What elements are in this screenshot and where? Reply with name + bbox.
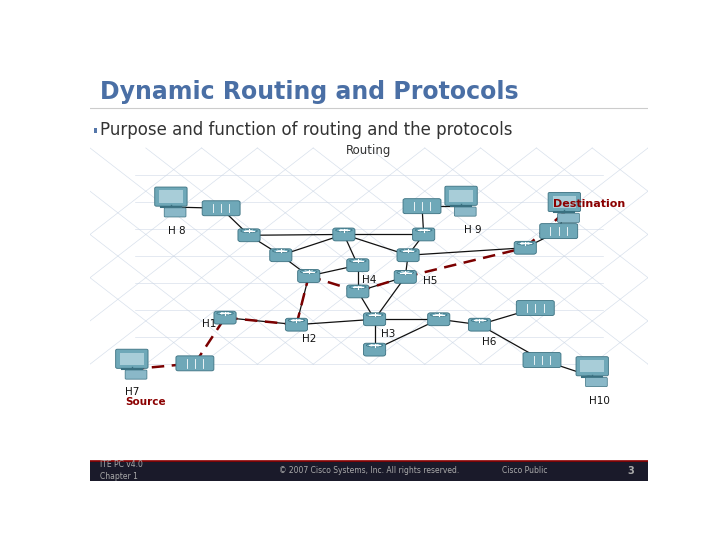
FancyBboxPatch shape [394,271,416,284]
FancyBboxPatch shape [202,201,240,216]
Text: H10: H10 [590,396,611,406]
FancyBboxPatch shape [580,360,604,373]
FancyBboxPatch shape [449,190,473,202]
FancyBboxPatch shape [445,186,477,205]
Ellipse shape [366,313,383,316]
FancyBboxPatch shape [155,187,187,206]
FancyBboxPatch shape [540,224,577,239]
FancyBboxPatch shape [120,353,143,365]
Text: Source: Source [125,396,166,407]
FancyBboxPatch shape [552,196,576,208]
Text: ITE PC v4.0
Chapter 1: ITE PC v4.0 Chapter 1 [100,460,143,481]
FancyBboxPatch shape [548,192,580,212]
FancyBboxPatch shape [125,370,147,379]
FancyBboxPatch shape [285,318,307,331]
Text: H 8: H 8 [168,226,186,236]
Text: Routing: Routing [346,144,392,157]
Ellipse shape [336,228,352,232]
FancyBboxPatch shape [90,461,648,481]
FancyBboxPatch shape [364,343,386,356]
Text: Purpose and function of routing and the protocols: Purpose and function of routing and the … [100,121,513,139]
FancyBboxPatch shape [413,228,435,241]
Ellipse shape [517,242,534,245]
Ellipse shape [366,343,383,347]
FancyBboxPatch shape [585,377,607,387]
Ellipse shape [400,249,416,253]
Text: H4: H4 [362,275,377,285]
Text: H2: H2 [302,334,316,344]
FancyBboxPatch shape [270,249,292,262]
FancyBboxPatch shape [297,269,320,282]
FancyBboxPatch shape [333,228,355,241]
FancyBboxPatch shape [514,241,536,254]
Text: 3: 3 [627,465,634,476]
Text: Dynamic Routing and Protocols: Dynamic Routing and Protocols [100,80,518,104]
Ellipse shape [415,228,432,232]
FancyBboxPatch shape [214,311,236,324]
Text: H 9: H 9 [464,225,482,235]
FancyBboxPatch shape [94,127,97,133]
FancyBboxPatch shape [347,285,369,298]
FancyBboxPatch shape [454,207,476,216]
FancyBboxPatch shape [116,349,148,368]
FancyBboxPatch shape [238,229,260,242]
FancyBboxPatch shape [176,356,214,371]
FancyBboxPatch shape [159,191,183,203]
Text: H7: H7 [125,387,140,397]
Text: H3: H3 [382,329,396,339]
Ellipse shape [300,270,317,273]
Text: Cisco Public: Cisco Public [503,466,548,475]
Text: © 2007 Cisco Systems, Inc. All rights reserved.: © 2007 Cisco Systems, Inc. All rights re… [279,466,459,475]
FancyBboxPatch shape [364,313,386,326]
Ellipse shape [397,271,413,274]
FancyBboxPatch shape [557,213,580,222]
Ellipse shape [471,319,487,322]
Ellipse shape [349,259,366,262]
FancyBboxPatch shape [397,249,419,262]
Ellipse shape [349,286,366,289]
Text: H6: H6 [482,337,497,347]
Ellipse shape [217,312,233,315]
Ellipse shape [431,313,447,316]
Ellipse shape [288,319,305,322]
Ellipse shape [273,249,289,253]
Text: H1: H1 [202,319,216,329]
FancyBboxPatch shape [469,318,490,331]
Text: Destination: Destination [553,199,626,209]
FancyBboxPatch shape [523,353,561,368]
FancyBboxPatch shape [576,357,608,376]
FancyBboxPatch shape [428,313,450,326]
FancyBboxPatch shape [164,208,186,217]
FancyBboxPatch shape [403,199,441,214]
FancyBboxPatch shape [347,259,369,272]
FancyBboxPatch shape [516,301,554,315]
Text: H5: H5 [423,276,438,286]
Ellipse shape [240,230,257,233]
